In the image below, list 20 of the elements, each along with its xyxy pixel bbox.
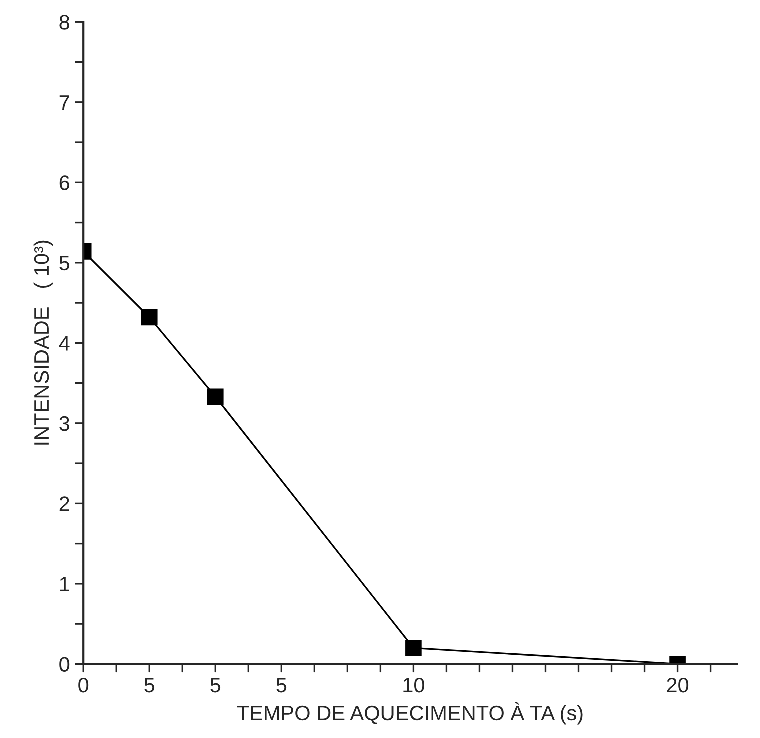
y-tick-label: 4 <box>59 336 70 351</box>
y-tick-label: 0 <box>60 657 70 672</box>
y-axis-title: INTENSIDADE ( 10³) <box>34 240 54 445</box>
y-tick-label: 5 <box>60 256 70 271</box>
x-tick-label: 0 <box>78 678 89 693</box>
x-tick-label: 5 <box>276 678 287 693</box>
y-tick-label: 7 <box>60 96 70 110</box>
point <box>207 388 224 406</box>
x-tick-label: 20 <box>667 678 689 693</box>
point <box>406 640 422 656</box>
y-tick-label: 6 <box>60 176 70 190</box>
x-tick-label: 10 <box>404 678 424 693</box>
y-tick-label: 8 <box>60 15 70 30</box>
y-tick-label: 3 <box>60 416 70 432</box>
y-tick-label: 2 <box>60 496 70 512</box>
point <box>141 309 158 326</box>
x-tick-label: 5 <box>144 678 155 693</box>
y-tick-label: 1 <box>60 577 70 592</box>
x-axis-title: TEMPO DE AQUECIMENTO À TA (s) <box>237 702 583 725</box>
x-tick-label: 5 <box>210 678 221 693</box>
